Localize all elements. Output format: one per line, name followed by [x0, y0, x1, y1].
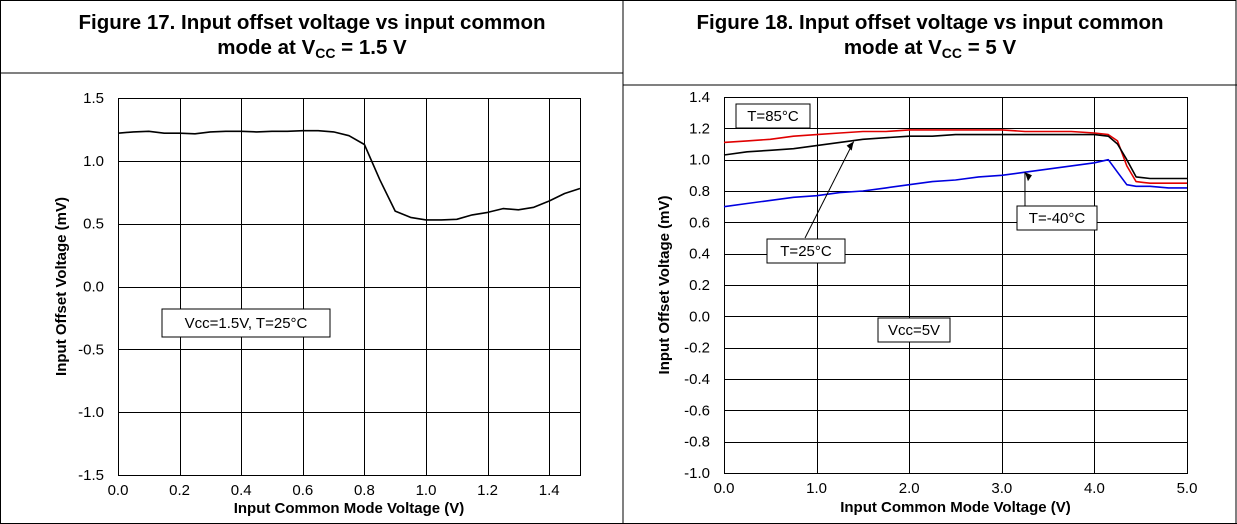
figure-17-title-line2: mode at VCC = 1.5 V	[217, 36, 407, 61]
series-line-t85c	[723, 129, 1187, 184]
y-tick-label: -1.0	[684, 465, 710, 482]
annotation-t85c: T=85°C	[747, 108, 799, 125]
x-tick-label: 0.0	[714, 480, 735, 497]
chart-figure-18: 0.0 1.0 2.0 3.0 4.0 5.0 1.4 1.2 1.0 0.8 0.6 0.4 0.2 0…	[656, 89, 1197, 516]
x-axis-label: Input Common Mode Voltage (V)	[234, 500, 465, 517]
y-tick-label: -1.5	[78, 467, 104, 484]
leader-line-25c	[804, 141, 855, 239]
x-tick-label: 1.2	[477, 482, 498, 499]
plot-border	[118, 98, 581, 476]
figure-18-title-line2: mode at VCC = 5 V	[843, 36, 1017, 61]
annotation-vcc-label-box	[161, 308, 331, 338]
x-tick-label: 0.0	[108, 482, 129, 499]
annotation-vcc-label: Vcc=5V	[888, 322, 940, 339]
y-tick-label: -1.0	[78, 404, 104, 421]
x-tick-label: 0.8	[354, 482, 375, 499]
series-line	[117, 129, 581, 221]
figure-17-title-line1: Figure 17. Input offset voltage vs input…	[78, 11, 546, 34]
x-tick-label: 4.0	[1084, 480, 1105, 497]
y-tick-label: 0.4	[689, 246, 710, 263]
x-tick-label: 5.0	[1177, 480, 1198, 497]
figure-18-title: Figure 18. Input offset voltage vs input…	[624, 10, 1236, 60]
x-axis-label: Input Common Mode Voltage (V)	[840, 499, 1071, 516]
annotation-t25c-box	[766, 238, 846, 264]
gridlines	[118, 98, 580, 476]
y-axis-label: Input Offset Voltage (mV)	[53, 197, 70, 376]
annotation-vcc-label-box	[877, 317, 951, 343]
plot-border	[724, 97, 1188, 474]
leader-lines	[804, 141, 1026, 239]
y-tick-label: 0.0	[689, 308, 710, 325]
y-tick-label: -0.8	[684, 434, 710, 451]
y-tick-label: 1.5	[83, 90, 104, 107]
y-tick-label: 0.2	[689, 277, 710, 294]
x-tick-label: 2.0	[899, 480, 920, 497]
y-tick-label: -0.2	[684, 340, 710, 357]
x-tick-label: 0.2	[169, 482, 190, 499]
x-tick-label: 3.0	[991, 480, 1012, 497]
chart-figure-17: 0.0 0.2 0.4 0.6 0.8 1.0 1.2 1.4 1.5 1.0 0.5 0.0 -0.5…	[53, 90, 581, 517]
x-tick-label: 0.4	[231, 482, 252, 499]
series-line-t25c	[723, 133, 1187, 180]
y-tick-label: 1.0	[689, 152, 710, 169]
y-tick-label: 0.0	[83, 279, 104, 296]
figure-18-title-line1: Figure 18. Input offset voltage vs input…	[696, 11, 1164, 34]
x-tick-label: 1.4	[539, 482, 560, 499]
x-tick-label: 1.0	[416, 482, 437, 499]
y-tick-label: -0.6	[684, 402, 710, 419]
annotation-tm40c-box	[1016, 205, 1098, 231]
y-tick-label: 0.6	[689, 214, 710, 231]
y-tick-label: 0.5	[83, 216, 104, 233]
y-tick-label: 1.0	[83, 153, 104, 170]
x-tick-label: 1.0	[806, 480, 827, 497]
annotation-tm40c: T=-40°C	[1029, 210, 1086, 227]
y-tick-label: 1.2	[689, 120, 710, 137]
y-axis-label: Input Offset Voltage (mV)	[656, 196, 673, 375]
y-tick-label: 1.4	[689, 89, 710, 106]
y-tick-label: -0.4	[684, 371, 710, 388]
gridlines	[724, 97, 1188, 474]
leader-arrow-m40c	[1024, 172, 1032, 182]
annotation-vcc-label: Vcc=1.5V, T=25°C	[185, 315, 308, 332]
x-tick-label: 0.6	[292, 482, 313, 499]
leader-arrow-25c	[846, 141, 854, 151]
annotation-t25c: T=25°C	[780, 243, 832, 260]
y-tick-label: 0.8	[689, 183, 710, 200]
annotation-t85c-box	[735, 103, 811, 129]
series-line-t-40c	[723, 158, 1187, 208]
figure-17-title: Figure 17. Input offset voltage vs input…	[2, 10, 622, 60]
y-tick-label: -0.5	[78, 341, 104, 358]
